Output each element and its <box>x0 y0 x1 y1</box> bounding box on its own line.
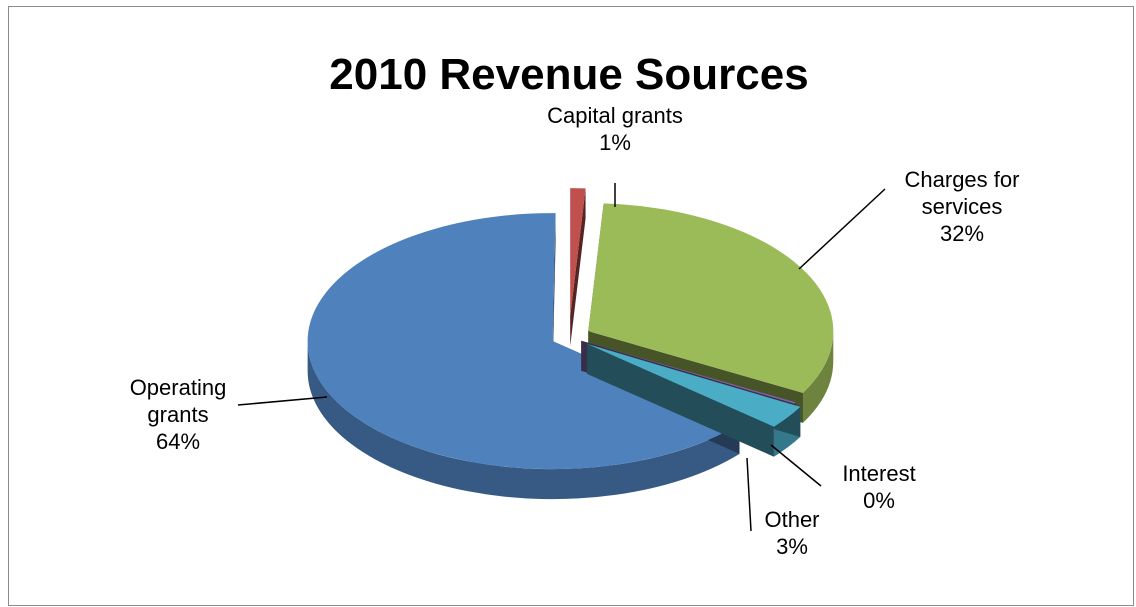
data-label-interest: Interest 0% <box>842 461 915 513</box>
slice-other <box>587 343 801 457</box>
data-label-line: 32% <box>940 221 984 246</box>
data-label-operating-grants: Operating grants 64% <box>130 375 227 454</box>
slice-capital-grants <box>570 188 586 347</box>
labels-layer: Capital grants 1% Charges for services 32% In… <box>130 103 1020 559</box>
data-label-other: Other 3% <box>764 507 819 559</box>
data-label-line: 64% <box>156 429 200 454</box>
leader-line-other <box>746 457 752 532</box>
data-label-line: Interest <box>842 461 915 486</box>
leader-line-charges-for-services <box>798 188 886 270</box>
data-label-line: services <box>922 194 1003 219</box>
data-label-line: 3% <box>776 534 808 559</box>
slice-side-wall <box>802 331 834 423</box>
slice-top-face <box>587 343 801 427</box>
pie-chart: 2010 Revenue Sources Capital grants 1% Cha… <box>130 50 1020 559</box>
data-label-charges-for-services: Charges for services 32% <box>905 167 1020 246</box>
data-label-line: 1% <box>599 130 631 155</box>
slice-cut-face <box>587 343 774 457</box>
data-label-line: Other <box>764 507 819 532</box>
slice-top-face <box>588 203 834 393</box>
data-label-line: Operating <box>130 375 227 400</box>
slice-cut-face <box>570 188 586 347</box>
slice-top-face <box>570 188 586 317</box>
data-label-capital-grants: Capital grants 1% <box>547 103 683 155</box>
slice-cut-face <box>552 213 556 372</box>
data-label-line: Charges for <box>905 167 1020 192</box>
chart-title: 2010 Revenue Sources <box>329 50 808 99</box>
leader-line-interest <box>770 444 822 487</box>
chart-frame: 2010 Revenue Sources Capital grants 1% Cha… <box>8 6 1134 606</box>
data-label-line: grants <box>147 402 208 427</box>
slice-top-face <box>581 340 796 404</box>
slice-top-face <box>307 213 740 470</box>
data-label-line: Capital grants <box>547 103 683 128</box>
slices-layer <box>307 188 834 500</box>
leader-line-operating-grants <box>237 396 328 406</box>
slice-side-wall <box>307 341 740 500</box>
data-label-line: 0% <box>863 488 895 513</box>
leaders-layer <box>237 183 886 532</box>
